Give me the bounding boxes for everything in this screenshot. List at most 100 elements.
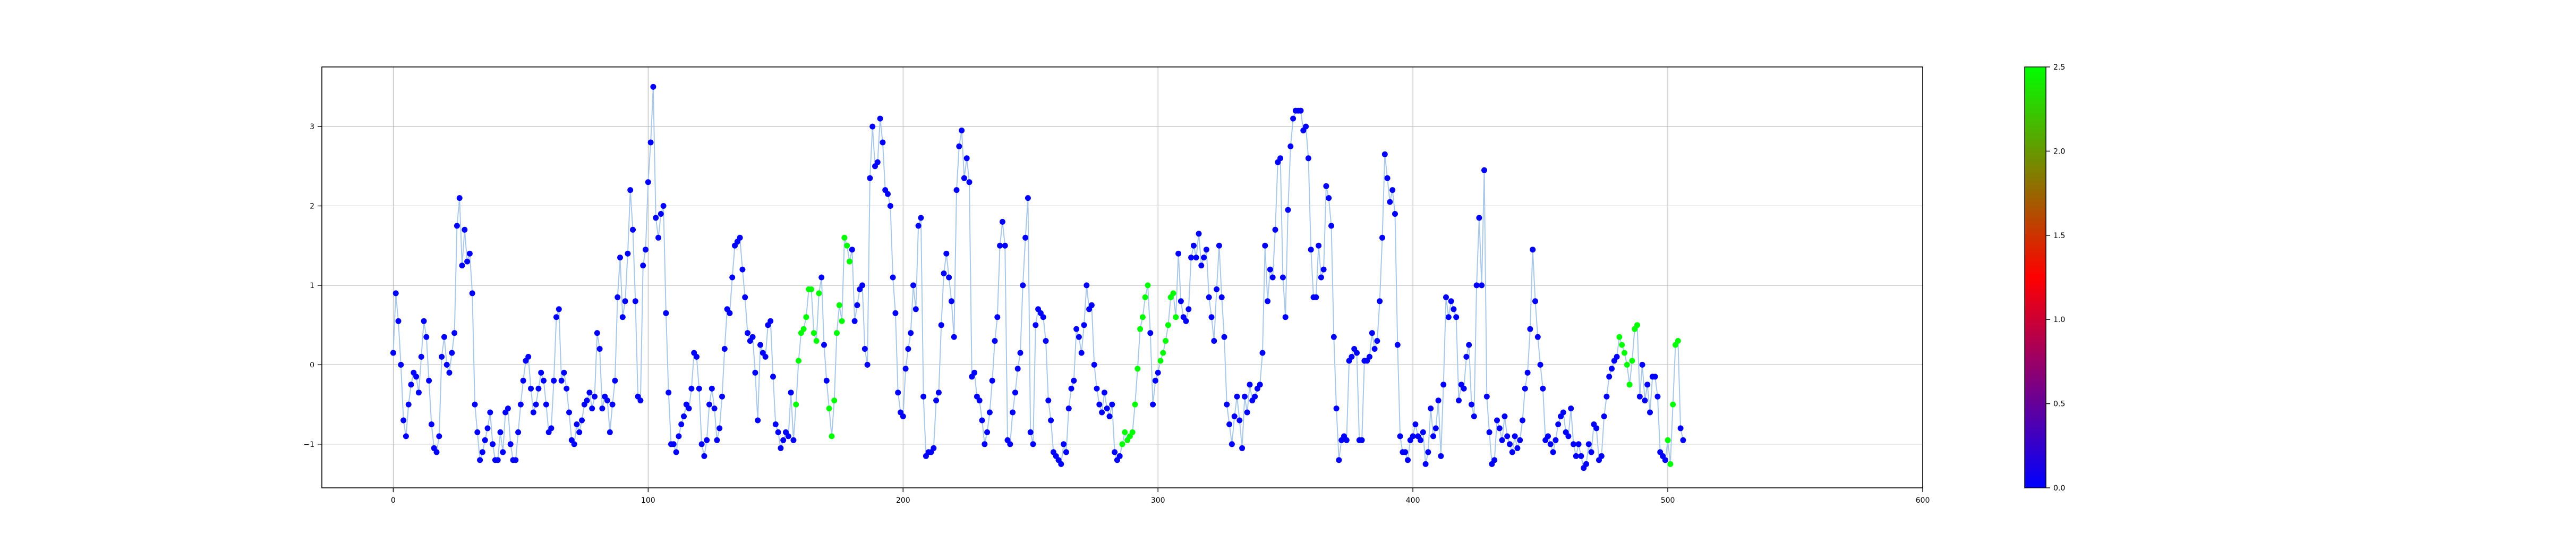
data-point (704, 437, 710, 443)
data-point (1466, 342, 1472, 348)
data-point (997, 242, 1003, 249)
data-point (596, 346, 603, 352)
data-point (902, 366, 909, 372)
data-point (617, 255, 623, 261)
data-point (818, 274, 825, 281)
data-point (619, 314, 626, 320)
data-point (847, 258, 852, 265)
data-point (459, 263, 465, 269)
data-point (1122, 429, 1128, 435)
data-point (1578, 453, 1584, 459)
data-point (1063, 449, 1069, 455)
data-point (1139, 314, 1146, 320)
data-point (800, 326, 807, 332)
data-point (1298, 107, 1304, 114)
data-point (694, 353, 700, 360)
data-point (976, 398, 983, 404)
data-point (727, 310, 733, 316)
data-point (1588, 449, 1594, 455)
data-point (1499, 437, 1505, 443)
data-point (403, 433, 409, 439)
data-point (775, 429, 781, 435)
data-point (1428, 405, 1434, 412)
data-point (1616, 334, 1623, 340)
data-point (1520, 417, 1525, 424)
data-point (1614, 353, 1620, 360)
data-point (1619, 342, 1625, 348)
data-point (517, 401, 524, 408)
y-tick-label: 3 (310, 123, 314, 131)
data-point (688, 385, 695, 392)
data-point (1461, 385, 1467, 392)
data-point (811, 330, 817, 336)
data-point (1112, 449, 1118, 455)
data-point (1593, 425, 1600, 432)
data-point (1371, 346, 1378, 352)
data-point (604, 398, 610, 404)
data-point (961, 175, 967, 181)
data-point (874, 159, 881, 165)
data-point (1071, 377, 1077, 384)
data-point (1430, 433, 1436, 439)
data-point (757, 342, 763, 348)
data-point (696, 385, 702, 392)
data-point (1282, 314, 1289, 320)
data-point (1384, 175, 1391, 181)
data-point (719, 393, 725, 400)
data-point (1280, 274, 1286, 281)
data-point (1349, 353, 1355, 360)
data-point (1644, 382, 1651, 388)
data-point (561, 369, 567, 376)
data-point (579, 417, 585, 424)
data-point (1320, 266, 1327, 273)
data-point (1565, 433, 1572, 439)
data-point (711, 405, 718, 412)
data-point (1287, 143, 1294, 149)
data-point (1183, 318, 1189, 324)
data-point (1040, 314, 1046, 320)
data-point (851, 318, 858, 324)
data-point (994, 314, 1001, 320)
data-point (1170, 290, 1176, 297)
data-point (1109, 401, 1115, 408)
data-point (887, 203, 893, 209)
data-point (1218, 294, 1225, 300)
data-point (1654, 393, 1661, 400)
data-point (436, 433, 442, 439)
data-point (1680, 437, 1686, 443)
data-point (956, 143, 962, 149)
data-point (541, 377, 547, 384)
data-point (1104, 405, 1110, 412)
data-point (1502, 413, 1508, 419)
data-point (938, 322, 944, 328)
data-point (912, 306, 919, 312)
data-point (1061, 441, 1067, 447)
data-point (1277, 155, 1284, 162)
data-point (1330, 334, 1337, 340)
data-point (472, 401, 478, 408)
colorbar-tick-label: 0.0 (2053, 484, 2065, 493)
data-point (1634, 322, 1640, 328)
data-point (1405, 457, 1411, 463)
data-point (900, 413, 906, 419)
data-point (1583, 461, 1589, 467)
data-point (515, 429, 522, 435)
data-point (716, 425, 723, 432)
data-point (1241, 393, 1248, 400)
data-point (1394, 342, 1401, 348)
data-point (989, 377, 995, 384)
data-point (1078, 350, 1085, 356)
data-point (1410, 433, 1416, 439)
data-point (1017, 350, 1023, 356)
data-point (1575, 441, 1582, 447)
data-point (1473, 282, 1480, 289)
data-point (1196, 231, 1202, 237)
data-point (821, 342, 827, 348)
data-point (1119, 441, 1125, 447)
data-point (1106, 413, 1113, 419)
data-point (1504, 433, 1511, 439)
data-point (935, 390, 942, 396)
data-point (1208, 314, 1215, 320)
data-point (487, 409, 493, 416)
data-point (415, 390, 422, 396)
